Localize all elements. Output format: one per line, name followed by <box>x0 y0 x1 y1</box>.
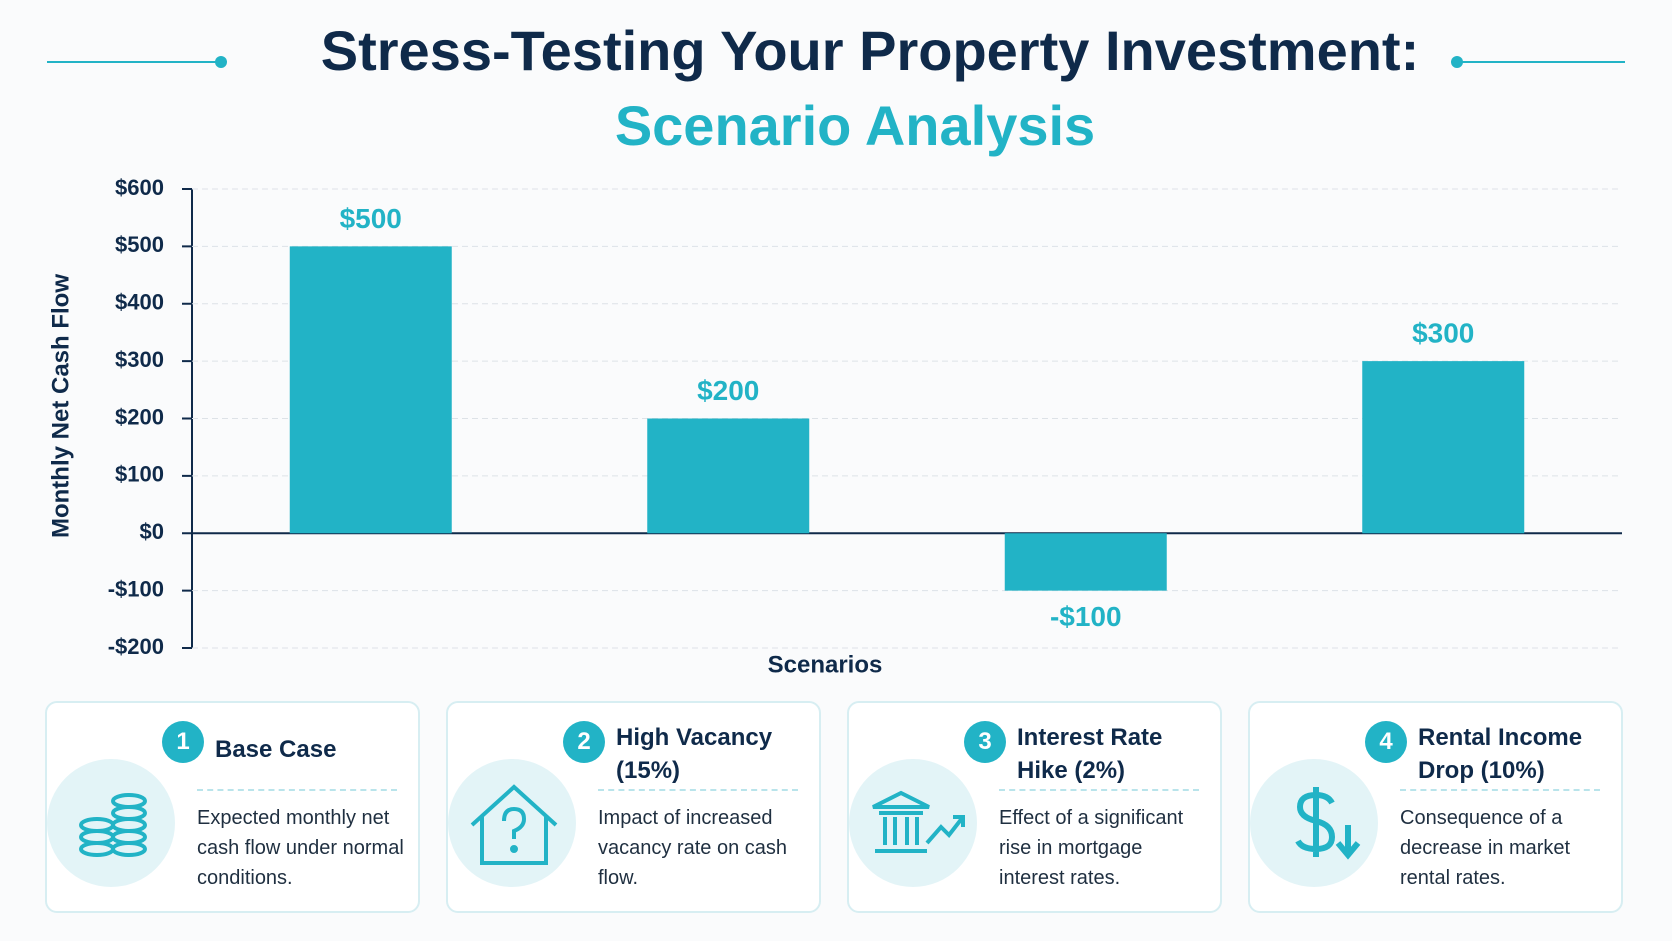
y-tick-label: $600 <box>115 175 164 200</box>
bar <box>1004 533 1167 591</box>
chart-subtitle: Scenario Analysis <box>615 94 1095 157</box>
value-label: $300 <box>1412 318 1474 349</box>
card-description: Effect of a significant rise in mortgage… <box>999 807 1184 889</box>
card-title: High Vacancy (15%) <box>616 724 773 784</box>
divider <box>197 789 397 791</box>
icon <box>1250 759 1378 887</box>
card-icon <box>442 753 582 898</box>
card-number: 3 <box>964 721 1006 763</box>
y-tick-label: $0 <box>140 519 164 544</box>
icon <box>47 759 175 887</box>
card-icon <box>843 753 983 898</box>
card-number: 4 <box>1365 721 1407 763</box>
divider <box>598 789 798 791</box>
y-tick-label: $400 <box>115 290 164 315</box>
value-label: $500 <box>340 203 402 234</box>
card-number: 1 <box>162 721 204 763</box>
y-tick-label: $300 <box>115 347 164 372</box>
card-icon <box>1244 753 1384 898</box>
card-icon <box>41 753 181 898</box>
scenario-card: 2 High Vacancy (15%) Impact of increased v… <box>446 701 821 913</box>
value-label: -$100 <box>1050 601 1122 632</box>
card-number: 2 <box>563 721 605 763</box>
decor-dot <box>215 56 227 68</box>
icon <box>448 759 576 887</box>
bar <box>1362 361 1525 534</box>
card-title: Interest Rate Hike (2%) <box>1017 724 1163 784</box>
card-description: Expected monthly net cash flow under nor… <box>197 807 404 889</box>
divider <box>999 789 1199 791</box>
card-description: Consequence of a decrease in market rent… <box>1400 807 1571 889</box>
card-title: Rental Income Drop (10%) <box>1418 724 1583 784</box>
x-axis-label: Scenarios <box>768 651 883 678</box>
chart: Stress-Testing Your Property Investment:… <box>47 19 1625 678</box>
scenario-card: 3 Interest Rate Hike (2%) Effect of a sign… <box>847 701 1222 913</box>
scenario-card: 4 Rental Income Drop (10%) Consequence of … <box>1248 701 1623 913</box>
value-label: $200 <box>697 375 759 406</box>
y-tick-label: $500 <box>115 232 164 257</box>
divider <box>1400 789 1600 791</box>
y-tick-label: -$100 <box>108 576 164 601</box>
card-description: Impact of increased vacancy rate on cash… <box>598 807 787 889</box>
bar <box>647 418 810 534</box>
y-axis-label: Monthly Net Cash Flow <box>47 274 74 538</box>
icon <box>849 759 977 887</box>
card-title: Base Case <box>215 736 337 763</box>
chart-title: Stress-Testing Your Property Investment: <box>321 19 1419 82</box>
y-tick-label: $200 <box>115 404 164 429</box>
scenario-card: 1 Base Case Expected monthly net cash flow… <box>45 701 420 913</box>
y-tick-label: -$200 <box>108 634 164 659</box>
bar <box>289 246 452 534</box>
y-tick-label: $100 <box>115 462 164 487</box>
decor-dot <box>1451 56 1463 68</box>
